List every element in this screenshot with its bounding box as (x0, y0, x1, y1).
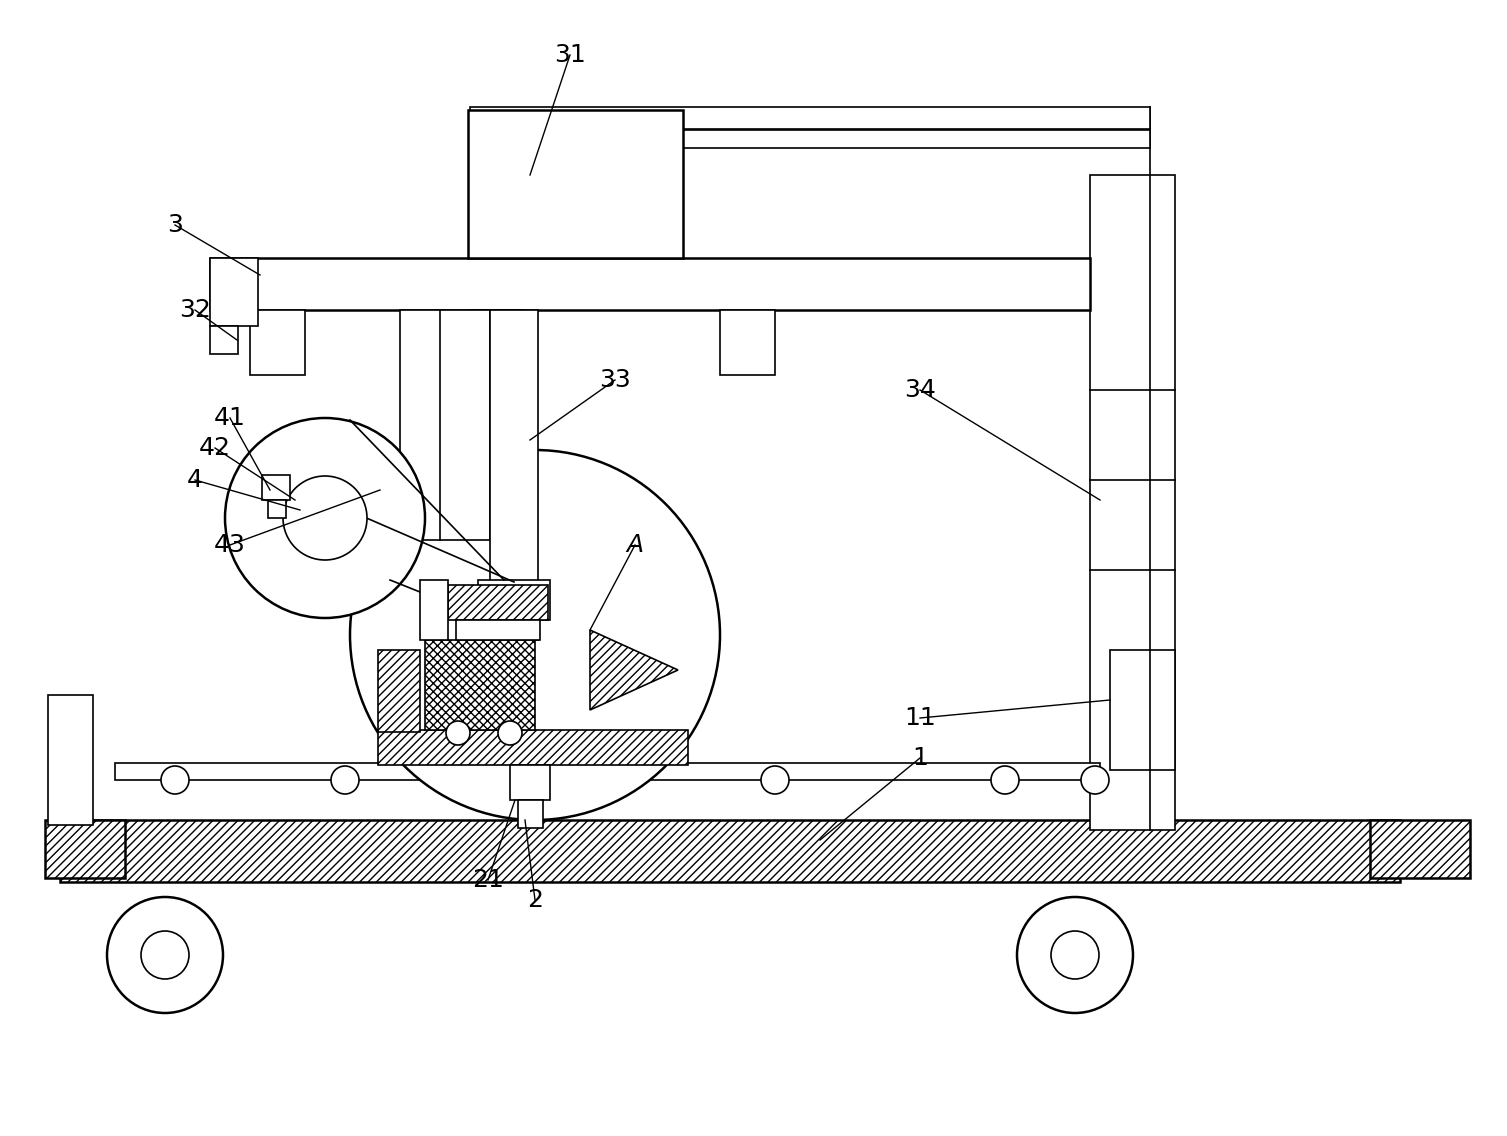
Bar (1090, 175, 1175, 830)
Bar (470, 130, 1150, 148)
Text: 3: 3 (167, 214, 182, 237)
Bar (425, 640, 535, 730)
Circle shape (107, 897, 223, 1013)
Text: 1: 1 (912, 746, 928, 770)
Circle shape (332, 766, 359, 794)
Circle shape (161, 766, 188, 794)
Bar (470, 107, 1150, 130)
Bar (250, 310, 304, 375)
Bar (720, 310, 775, 375)
Bar (1370, 820, 1469, 878)
Bar (268, 500, 286, 518)
Circle shape (992, 766, 1019, 794)
Bar (478, 580, 550, 620)
Circle shape (497, 721, 521, 745)
Circle shape (225, 418, 425, 618)
Bar (378, 650, 420, 732)
Polygon shape (591, 630, 678, 710)
Bar (1111, 650, 1175, 770)
Text: 34: 34 (904, 378, 936, 402)
Bar (45, 820, 125, 878)
Circle shape (446, 721, 470, 745)
Bar (60, 820, 1400, 882)
Bar (470, 310, 524, 375)
Text: 42: 42 (199, 436, 231, 460)
Bar (209, 326, 238, 354)
Bar (115, 763, 1100, 780)
Bar (209, 258, 1090, 310)
Bar (457, 620, 540, 640)
Text: 11: 11 (904, 705, 936, 730)
Text: 31: 31 (555, 43, 586, 67)
Circle shape (761, 766, 790, 794)
Bar (509, 765, 550, 800)
Text: 2: 2 (527, 888, 543, 912)
Bar (469, 110, 683, 258)
Bar (490, 620, 538, 640)
Bar (518, 800, 543, 828)
Circle shape (283, 476, 368, 560)
Text: 41: 41 (214, 406, 246, 431)
Bar (420, 580, 448, 640)
Text: 33: 33 (600, 368, 631, 392)
Bar (48, 695, 93, 825)
Circle shape (350, 450, 720, 820)
Bar (262, 475, 289, 500)
Bar (209, 258, 258, 326)
Text: 43: 43 (214, 533, 246, 557)
Bar (448, 585, 549, 620)
Bar (490, 310, 538, 620)
Bar (378, 730, 689, 765)
Circle shape (1081, 766, 1109, 794)
Circle shape (1017, 897, 1133, 1013)
Text: 32: 32 (179, 298, 211, 321)
Bar (399, 310, 490, 540)
Circle shape (142, 932, 188, 979)
Text: 21: 21 (472, 868, 503, 892)
Circle shape (1050, 932, 1099, 979)
Text: 4: 4 (187, 468, 203, 492)
Text: A: A (627, 533, 643, 557)
